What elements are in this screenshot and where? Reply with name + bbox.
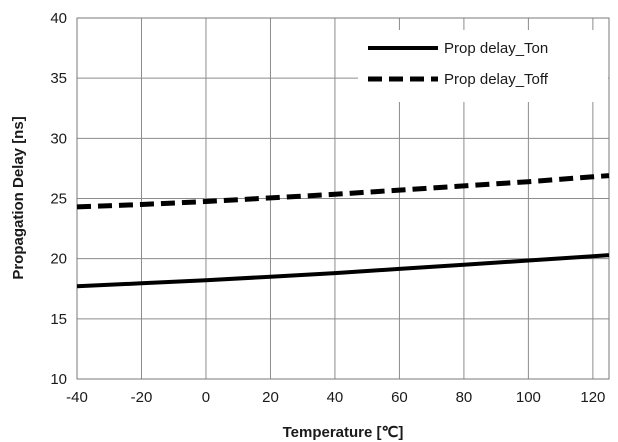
y-tick-label: 30 — [50, 130, 67, 147]
legend-label-ton: Prop delay_Ton — [444, 40, 548, 57]
x-tick-label: -40 — [66, 389, 88, 406]
legend-background — [358, 30, 608, 102]
y-tick-label: 35 — [50, 70, 67, 87]
series-lines — [76, 173, 610, 289]
x-tick-label: 100 — [516, 389, 541, 406]
series-line-ton — [76, 253, 610, 289]
series-line-toff — [76, 173, 610, 210]
x-tick-label: 80 — [456, 389, 473, 406]
y-tick-label: 25 — [50, 191, 67, 208]
y-tick-label: 10 — [50, 371, 67, 388]
plot-area — [76, 17, 610, 380]
y-axis-ticks: 10 15 20 25 30 35 40 — [50, 10, 67, 388]
x-tick-label: -20 — [131, 389, 153, 406]
y-tick-label: 15 — [50, 311, 67, 328]
x-tick-label: 60 — [391, 389, 408, 406]
x-axis-ticks: -40 -20 0 20 40 60 80 100 120 — [66, 389, 605, 406]
x-tick-label: 0 — [202, 389, 210, 406]
y-tick-label: 40 — [50, 10, 67, 27]
legend-label-toff: Prop delay_Toff — [444, 71, 549, 88]
legend: Prop delay_Ton Prop delay_Toff — [358, 30, 608, 102]
x-tick-label: 120 — [580, 389, 605, 406]
x-tick-label: 40 — [327, 389, 344, 406]
x-tick-label: 20 — [262, 389, 279, 406]
x-axis-title: Temperature [℃] — [283, 424, 404, 441]
y-axis-title: Propagation Delay [ns] — [10, 116, 27, 279]
y-tick-label: 20 — [50, 251, 67, 268]
